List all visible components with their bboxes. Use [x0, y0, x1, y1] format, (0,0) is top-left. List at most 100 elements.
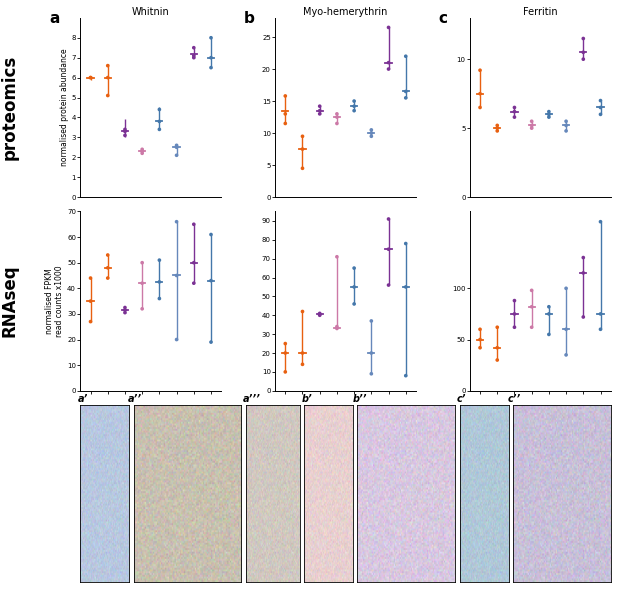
Point	[544, 302, 554, 311]
Point	[595, 309, 605, 318]
Point	[297, 348, 307, 358]
Title: Myo-hemerythrin: Myo-hemerythrin	[304, 7, 387, 17]
Point	[384, 64, 394, 74]
Point	[401, 282, 411, 292]
Point	[315, 309, 325, 319]
Point	[384, 245, 394, 254]
Point	[137, 148, 147, 158]
Text: a’: a’	[78, 394, 88, 404]
Text: a’’: a’’	[128, 394, 143, 404]
Point	[544, 330, 554, 339]
Point	[510, 107, 520, 116]
Point	[475, 324, 485, 334]
Point	[280, 109, 290, 119]
Text: a: a	[49, 11, 59, 26]
Point	[206, 63, 216, 72]
Point	[527, 323, 537, 332]
Point	[189, 51, 199, 61]
Point	[561, 350, 571, 359]
Text: c: c	[439, 11, 448, 26]
Point	[280, 367, 290, 377]
Point	[595, 103, 605, 112]
Point	[332, 324, 342, 333]
Point	[561, 283, 571, 293]
Point	[475, 343, 485, 352]
Point	[154, 294, 164, 304]
Text: c’: c’	[457, 394, 466, 404]
Point	[384, 214, 394, 224]
Point	[103, 91, 113, 100]
Point	[492, 126, 502, 135]
Title: Whitnin: Whitnin	[132, 7, 170, 17]
Point	[544, 107, 554, 116]
Point	[349, 102, 359, 111]
Point	[189, 220, 199, 229]
Point	[578, 312, 588, 322]
Point	[349, 299, 359, 309]
Point	[120, 131, 130, 140]
Point	[154, 105, 164, 114]
Point	[595, 110, 605, 119]
Point	[86, 273, 96, 283]
Point	[475, 89, 485, 99]
Point	[332, 119, 342, 128]
Point	[86, 317, 96, 326]
Point	[154, 116, 164, 126]
Point	[492, 355, 502, 365]
Point	[366, 348, 376, 358]
Point	[578, 268, 588, 277]
Point	[544, 309, 554, 318]
Point	[297, 131, 307, 141]
Point	[315, 109, 325, 119]
Point	[137, 258, 147, 267]
Point	[86, 296, 96, 306]
Point	[595, 217, 605, 226]
Point	[527, 302, 537, 311]
Point	[315, 102, 325, 111]
Point	[527, 116, 537, 126]
Point	[401, 87, 411, 96]
Point	[578, 55, 588, 64]
Point	[561, 116, 571, 126]
Point	[578, 253, 588, 263]
Point	[189, 258, 199, 267]
Point	[120, 127, 130, 136]
Point	[366, 131, 376, 141]
Text: b’: b’	[302, 394, 312, 404]
Point	[120, 305, 130, 315]
Point	[189, 53, 199, 62]
Point	[561, 126, 571, 135]
Point	[349, 282, 359, 292]
Point	[401, 52, 411, 61]
Point	[297, 307, 307, 316]
Point	[510, 112, 520, 122]
Point	[492, 121, 502, 130]
Point	[366, 369, 376, 378]
Text: proteomics: proteomics	[0, 55, 19, 160]
Point	[137, 147, 147, 156]
Point	[401, 239, 411, 248]
Point	[137, 279, 147, 288]
Point	[297, 144, 307, 154]
Point	[578, 48, 588, 57]
Point	[384, 58, 394, 67]
Point	[189, 279, 199, 288]
Point	[189, 43, 199, 52]
Point	[315, 309, 325, 318]
Point	[206, 33, 216, 43]
Point	[172, 143, 181, 152]
Point	[280, 339, 290, 348]
Point	[280, 91, 290, 101]
Point	[492, 343, 502, 352]
Point	[475, 65, 485, 75]
Point	[86, 73, 96, 83]
Point	[172, 217, 181, 226]
Point	[401, 93, 411, 103]
Point	[492, 124, 502, 133]
Point	[154, 255, 164, 265]
Point	[527, 124, 537, 133]
Point	[103, 273, 113, 283]
Point	[544, 110, 554, 119]
Point	[154, 125, 164, 134]
Point	[595, 96, 605, 105]
